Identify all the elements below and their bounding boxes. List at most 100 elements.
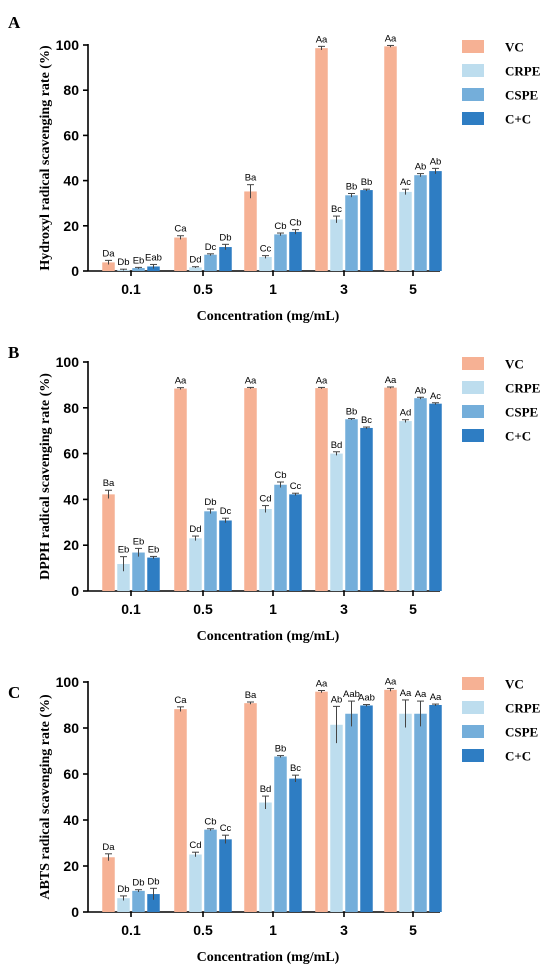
significance-label: Db	[204, 497, 216, 508]
legend-label: CSPE	[505, 405, 538, 420]
significance-label: Eb	[133, 255, 145, 266]
y-axis-title: Hydroxyl radical scavenging rate (%)	[38, 45, 53, 271]
bar-cplusc	[219, 520, 232, 591]
significance-label: Aa	[415, 689, 427, 700]
legend-swatch	[462, 725, 484, 738]
bar-crpe	[330, 453, 343, 591]
bar-vc	[384, 46, 397, 271]
bar-vc	[174, 388, 187, 591]
bar-crpe	[117, 898, 130, 912]
significance-label: Cd	[259, 494, 271, 505]
bar-cspe	[274, 234, 287, 271]
significance-label: Dc	[205, 242, 217, 253]
y-tick-label: 60	[63, 127, 79, 143]
significance-label: Bb	[346, 407, 358, 418]
bar-crpe	[399, 713, 412, 912]
significance-label: Ac	[430, 391, 441, 402]
significance-label: Aa	[385, 33, 397, 44]
significance-label: Bc	[361, 415, 372, 426]
bar-cplusc	[289, 231, 302, 271]
x-axis-title: Concentration (mg/mL)	[197, 309, 340, 324]
significance-label: Cc	[260, 244, 272, 255]
legend-label: CSPE	[505, 725, 538, 740]
significance-label: Aa	[245, 375, 257, 386]
bar-cspe	[345, 713, 358, 912]
x-tick-label: 5	[409, 281, 417, 297]
significance-label: Cb	[274, 470, 286, 481]
significance-label: Dc	[220, 506, 232, 517]
y-tick-label: 80	[63, 82, 79, 98]
significance-label: Db	[219, 232, 231, 243]
x-axis-title: Concentration (mg/mL)	[197, 629, 340, 644]
legend-label: CRPE	[505, 381, 540, 396]
bar-cspe	[345, 419, 358, 591]
significance-label: Dd	[189, 524, 201, 535]
panel-letter: B	[8, 343, 19, 362]
bar-cplusc	[429, 705, 442, 912]
bar-cplusc	[219, 247, 232, 271]
legend-label: C+C	[505, 429, 531, 444]
significance-label: Db	[117, 884, 129, 895]
bar-cspe	[132, 552, 145, 591]
significance-label: Bc	[331, 204, 342, 215]
significance-label: Db	[117, 257, 129, 268]
significance-label: Aa	[316, 679, 328, 690]
significance-label: Ca	[174, 695, 187, 706]
significance-label: Aa	[385, 676, 397, 687]
bar-cplusc	[147, 894, 160, 912]
legend-swatch	[462, 677, 484, 690]
x-tick-label: 0.5	[193, 922, 213, 938]
significance-label: Ca	[174, 224, 187, 235]
significance-label: Cc	[220, 823, 232, 834]
legend-label: CSPE	[505, 88, 538, 103]
significance-label: Aa	[430, 692, 442, 703]
bar-cspe	[274, 484, 287, 591]
bar-vc	[244, 191, 257, 271]
x-tick-label: 0.1	[121, 281, 141, 297]
significance-label: Bb	[346, 181, 358, 192]
bar-vc	[174, 237, 187, 271]
significance-label: Aa	[316, 375, 328, 386]
significance-label: Ad	[400, 408, 412, 419]
x-tick-label: 0.1	[121, 922, 141, 938]
bar-vc	[174, 709, 187, 912]
legend-swatch	[462, 357, 484, 370]
y-tick-label: 80	[63, 400, 79, 416]
y-tick-label: 100	[56, 674, 80, 690]
x-tick-label: 0.1	[121, 601, 141, 617]
bar-crpe	[399, 191, 412, 271]
significance-label: Eb	[133, 536, 145, 547]
legend-swatch	[462, 64, 484, 77]
bar-crpe	[189, 854, 202, 912]
bar-cplusc	[360, 705, 373, 912]
bar-crpe	[399, 421, 412, 591]
significance-label: Cb	[289, 218, 301, 229]
legend-swatch	[462, 381, 484, 394]
x-tick-label: 3	[340, 922, 348, 938]
bar-vc	[315, 388, 328, 591]
x-tick-label: 1	[269, 601, 277, 617]
y-tick-label: 60	[63, 766, 79, 782]
significance-label: Bd	[260, 784, 272, 795]
y-tick-label: 20	[63, 218, 79, 234]
y-tick-label: 20	[63, 858, 79, 874]
legend-label: CRPE	[505, 64, 540, 79]
legend-swatch	[462, 405, 484, 418]
bar-crpe	[330, 724, 343, 912]
significance-label: Aa	[385, 375, 397, 386]
significance-label: Ba	[245, 690, 257, 701]
significance-label: Da	[102, 842, 115, 853]
y-tick-label: 40	[63, 812, 79, 828]
y-tick-label: 40	[63, 491, 79, 507]
x-tick-label: 5	[409, 601, 417, 617]
significance-label: Ba	[245, 173, 257, 184]
bar-cplusc	[429, 171, 442, 271]
bar-cspe	[414, 398, 427, 591]
bar-crpe	[117, 563, 130, 591]
significance-label: Cc	[290, 481, 302, 492]
y-tick-label: 60	[63, 446, 79, 462]
x-tick-label: 3	[340, 281, 348, 297]
bar-vc	[102, 857, 115, 912]
x-tick-label: 1	[269, 922, 277, 938]
